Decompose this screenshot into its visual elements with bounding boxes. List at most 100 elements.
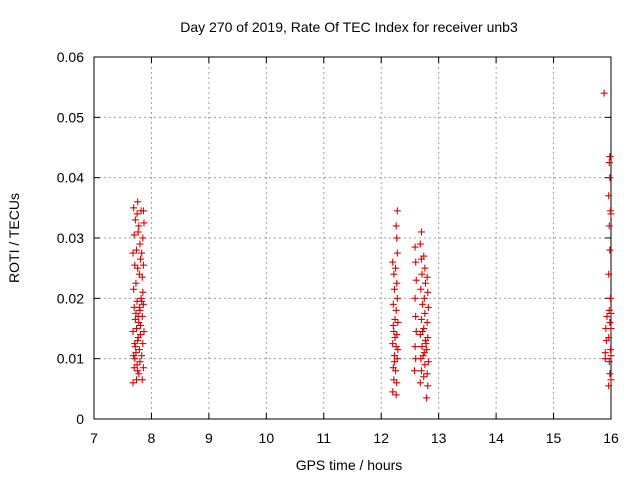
data-point — [423, 370, 431, 378]
data-point — [130, 204, 138, 212]
data-point — [135, 346, 143, 354]
x-tick-label: 11 — [317, 430, 332, 446]
y-tick-label: 0.03 — [57, 230, 84, 246]
data-point — [424, 303, 432, 311]
data-point — [603, 312, 611, 320]
data-point — [607, 325, 615, 332]
data-point — [136, 240, 144, 248]
plot-frame — [93, 56, 612, 420]
data-point — [606, 294, 614, 302]
data-point — [412, 328, 420, 336]
data-point — [419, 300, 427, 308]
data-point — [130, 285, 138, 293]
data-point — [135, 318, 143, 326]
data-point — [417, 315, 425, 323]
data-point — [424, 288, 432, 296]
data-point — [423, 318, 431, 326]
data-point — [420, 325, 428, 332]
data-point — [390, 270, 398, 278]
data-point — [607, 376, 615, 384]
data-point — [411, 343, 419, 351]
data-point — [389, 300, 397, 308]
data-point — [129, 379, 137, 387]
y-tick-label: 0.01 — [57, 351, 84, 367]
data-point — [393, 234, 401, 242]
data-point — [140, 219, 148, 227]
data-point — [420, 294, 428, 302]
data-point — [424, 334, 432, 342]
x-tick-label: 13 — [431, 430, 447, 446]
data-point — [392, 391, 400, 399]
data-point — [418, 343, 426, 351]
data-point — [605, 358, 613, 366]
data-point — [138, 273, 146, 281]
data-point — [138, 297, 146, 305]
data-points — [129, 89, 615, 402]
data-point — [134, 228, 142, 236]
data-point — [423, 273, 431, 281]
data-point — [131, 343, 139, 351]
data-point — [606, 370, 614, 378]
data-point — [605, 192, 613, 200]
x-tick-label: 12 — [373, 430, 389, 446]
data-point — [134, 264, 142, 272]
data-point — [134, 198, 142, 206]
data-point — [132, 279, 140, 287]
data-point — [605, 306, 613, 314]
data-point — [136, 358, 144, 366]
data-point — [131, 216, 139, 224]
grid — [94, 57, 611, 419]
data-point — [424, 358, 432, 366]
data-point — [605, 222, 613, 230]
data-point — [139, 261, 147, 269]
data-point — [606, 246, 614, 254]
data-point — [138, 352, 146, 360]
data-point — [138, 376, 146, 384]
data-point — [390, 358, 398, 366]
data-point — [606, 318, 614, 326]
data-point — [606, 346, 614, 354]
data-point — [139, 207, 147, 215]
y-tick-label: 0.04 — [57, 170, 84, 186]
data-point — [424, 382, 432, 390]
data-point — [607, 352, 615, 360]
x-tick-label: 10 — [259, 430, 275, 446]
data-point — [412, 258, 420, 266]
data-point — [132, 309, 140, 317]
data-point — [416, 240, 424, 248]
data-point — [389, 388, 397, 396]
data-point — [130, 231, 138, 239]
data-point — [606, 207, 614, 215]
data-point — [605, 382, 613, 390]
data-point — [417, 228, 425, 236]
data-point — [419, 352, 427, 360]
data-point — [392, 306, 400, 314]
data-point — [139, 234, 147, 242]
data-point — [139, 288, 147, 296]
data-point — [391, 334, 399, 342]
x-axis-ticks: 7 8 9 10 11 12 13 14 15 16 — [90, 57, 619, 446]
x-tick-label: 8 — [148, 430, 156, 446]
data-point — [139, 364, 147, 372]
data-point — [134, 337, 142, 345]
data-point — [393, 207, 401, 215]
data-point — [390, 285, 398, 293]
data-point — [412, 276, 420, 284]
data-point — [129, 328, 137, 336]
data-point — [392, 367, 400, 375]
data-point — [139, 340, 147, 348]
x-axis-label: GPS time / hours — [296, 457, 403, 473]
data-point — [419, 328, 427, 336]
data-point — [412, 312, 420, 320]
data-point — [421, 279, 429, 287]
data-point — [411, 367, 419, 375]
data-point — [140, 328, 148, 336]
data-point — [389, 340, 397, 348]
data-point — [417, 367, 425, 375]
data-point — [393, 331, 401, 339]
data-point — [129, 249, 137, 257]
data-point — [138, 249, 146, 257]
chart-title: Day 270 of 2019, Rate Of TEC Index for r… — [180, 19, 518, 35]
data-point — [136, 306, 144, 314]
